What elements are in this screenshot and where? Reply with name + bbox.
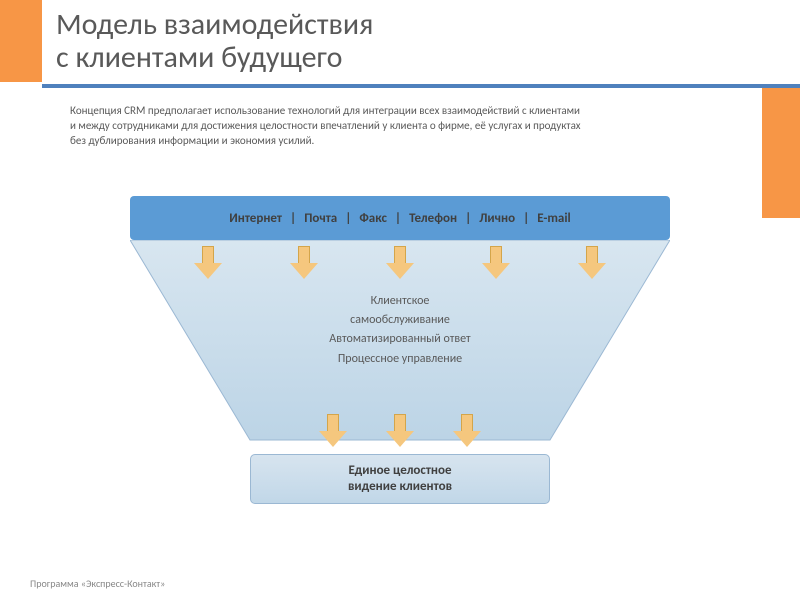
title-block: Модель взаимодействия с клиентами будуще… xyxy=(56,8,373,74)
bottom-result-box: Единое целостное видение клиентов xyxy=(250,454,550,504)
arrow-down-icon xyxy=(578,246,606,280)
channel-item: Телефон xyxy=(409,211,457,226)
channel-separator: | xyxy=(290,211,296,226)
mid-process-labels: Клиентское самообслуживание Автоматизирова… xyxy=(130,292,670,369)
slide-title: Модель взаимодействия с клиентами будуще… xyxy=(56,8,373,74)
description-text: Концепция CRM предполагает использование… xyxy=(70,104,740,149)
channel-separator: | xyxy=(465,211,471,226)
channels-bar: Интернет | Почта | Факс | Телефон | Лично | E-mail xyxy=(130,196,670,240)
process-label: самообслуживание xyxy=(350,313,450,327)
channel-separator: | xyxy=(395,211,401,226)
channel-separator: | xyxy=(345,211,351,226)
arrow-down-icon xyxy=(386,414,414,448)
channel-item: Почта xyxy=(304,211,337,226)
arrow-down-icon xyxy=(386,246,414,280)
accent-blue-line xyxy=(42,84,800,88)
arrows-row-top xyxy=(160,246,640,280)
title-line-2: с клиентами будущего xyxy=(56,39,342,76)
header: Модель взаимодействия с клиентами будуще… xyxy=(0,0,800,90)
bottom-line-2: видение клиентов xyxy=(348,479,452,494)
arrow-down-icon xyxy=(453,414,481,448)
accent-orange-block xyxy=(0,0,42,82)
footer-text: Программа «Экспресс-Контакт» xyxy=(30,577,165,590)
process-label: Клиентское xyxy=(371,294,430,308)
channel-separator: | xyxy=(523,211,529,226)
arrow-down-icon xyxy=(290,246,318,280)
process-label: Автоматизированный ответ xyxy=(329,332,470,346)
channel-item: Лично xyxy=(479,211,515,226)
arrow-down-icon xyxy=(482,246,510,280)
process-label: Процессное управление xyxy=(338,352,462,366)
funnel-diagram: Интернет | Почта | Факс | Телефон | Лично | E-mail… xyxy=(130,196,670,536)
channel-item: Интернет xyxy=(229,211,282,226)
bottom-box-text: Единое целостное видение клиентов xyxy=(348,463,452,496)
channel-item: E-mail xyxy=(537,211,570,226)
arrow-down-icon xyxy=(319,414,347,448)
arrow-down-icon xyxy=(194,246,222,280)
title-line-1: Модель взаимодействия xyxy=(56,6,373,43)
bottom-line-1: Единое целостное xyxy=(348,463,451,478)
accent-orange-sidebar xyxy=(762,88,800,218)
arrows-row-bottom xyxy=(300,414,500,448)
channel-item: Факс xyxy=(359,211,387,226)
